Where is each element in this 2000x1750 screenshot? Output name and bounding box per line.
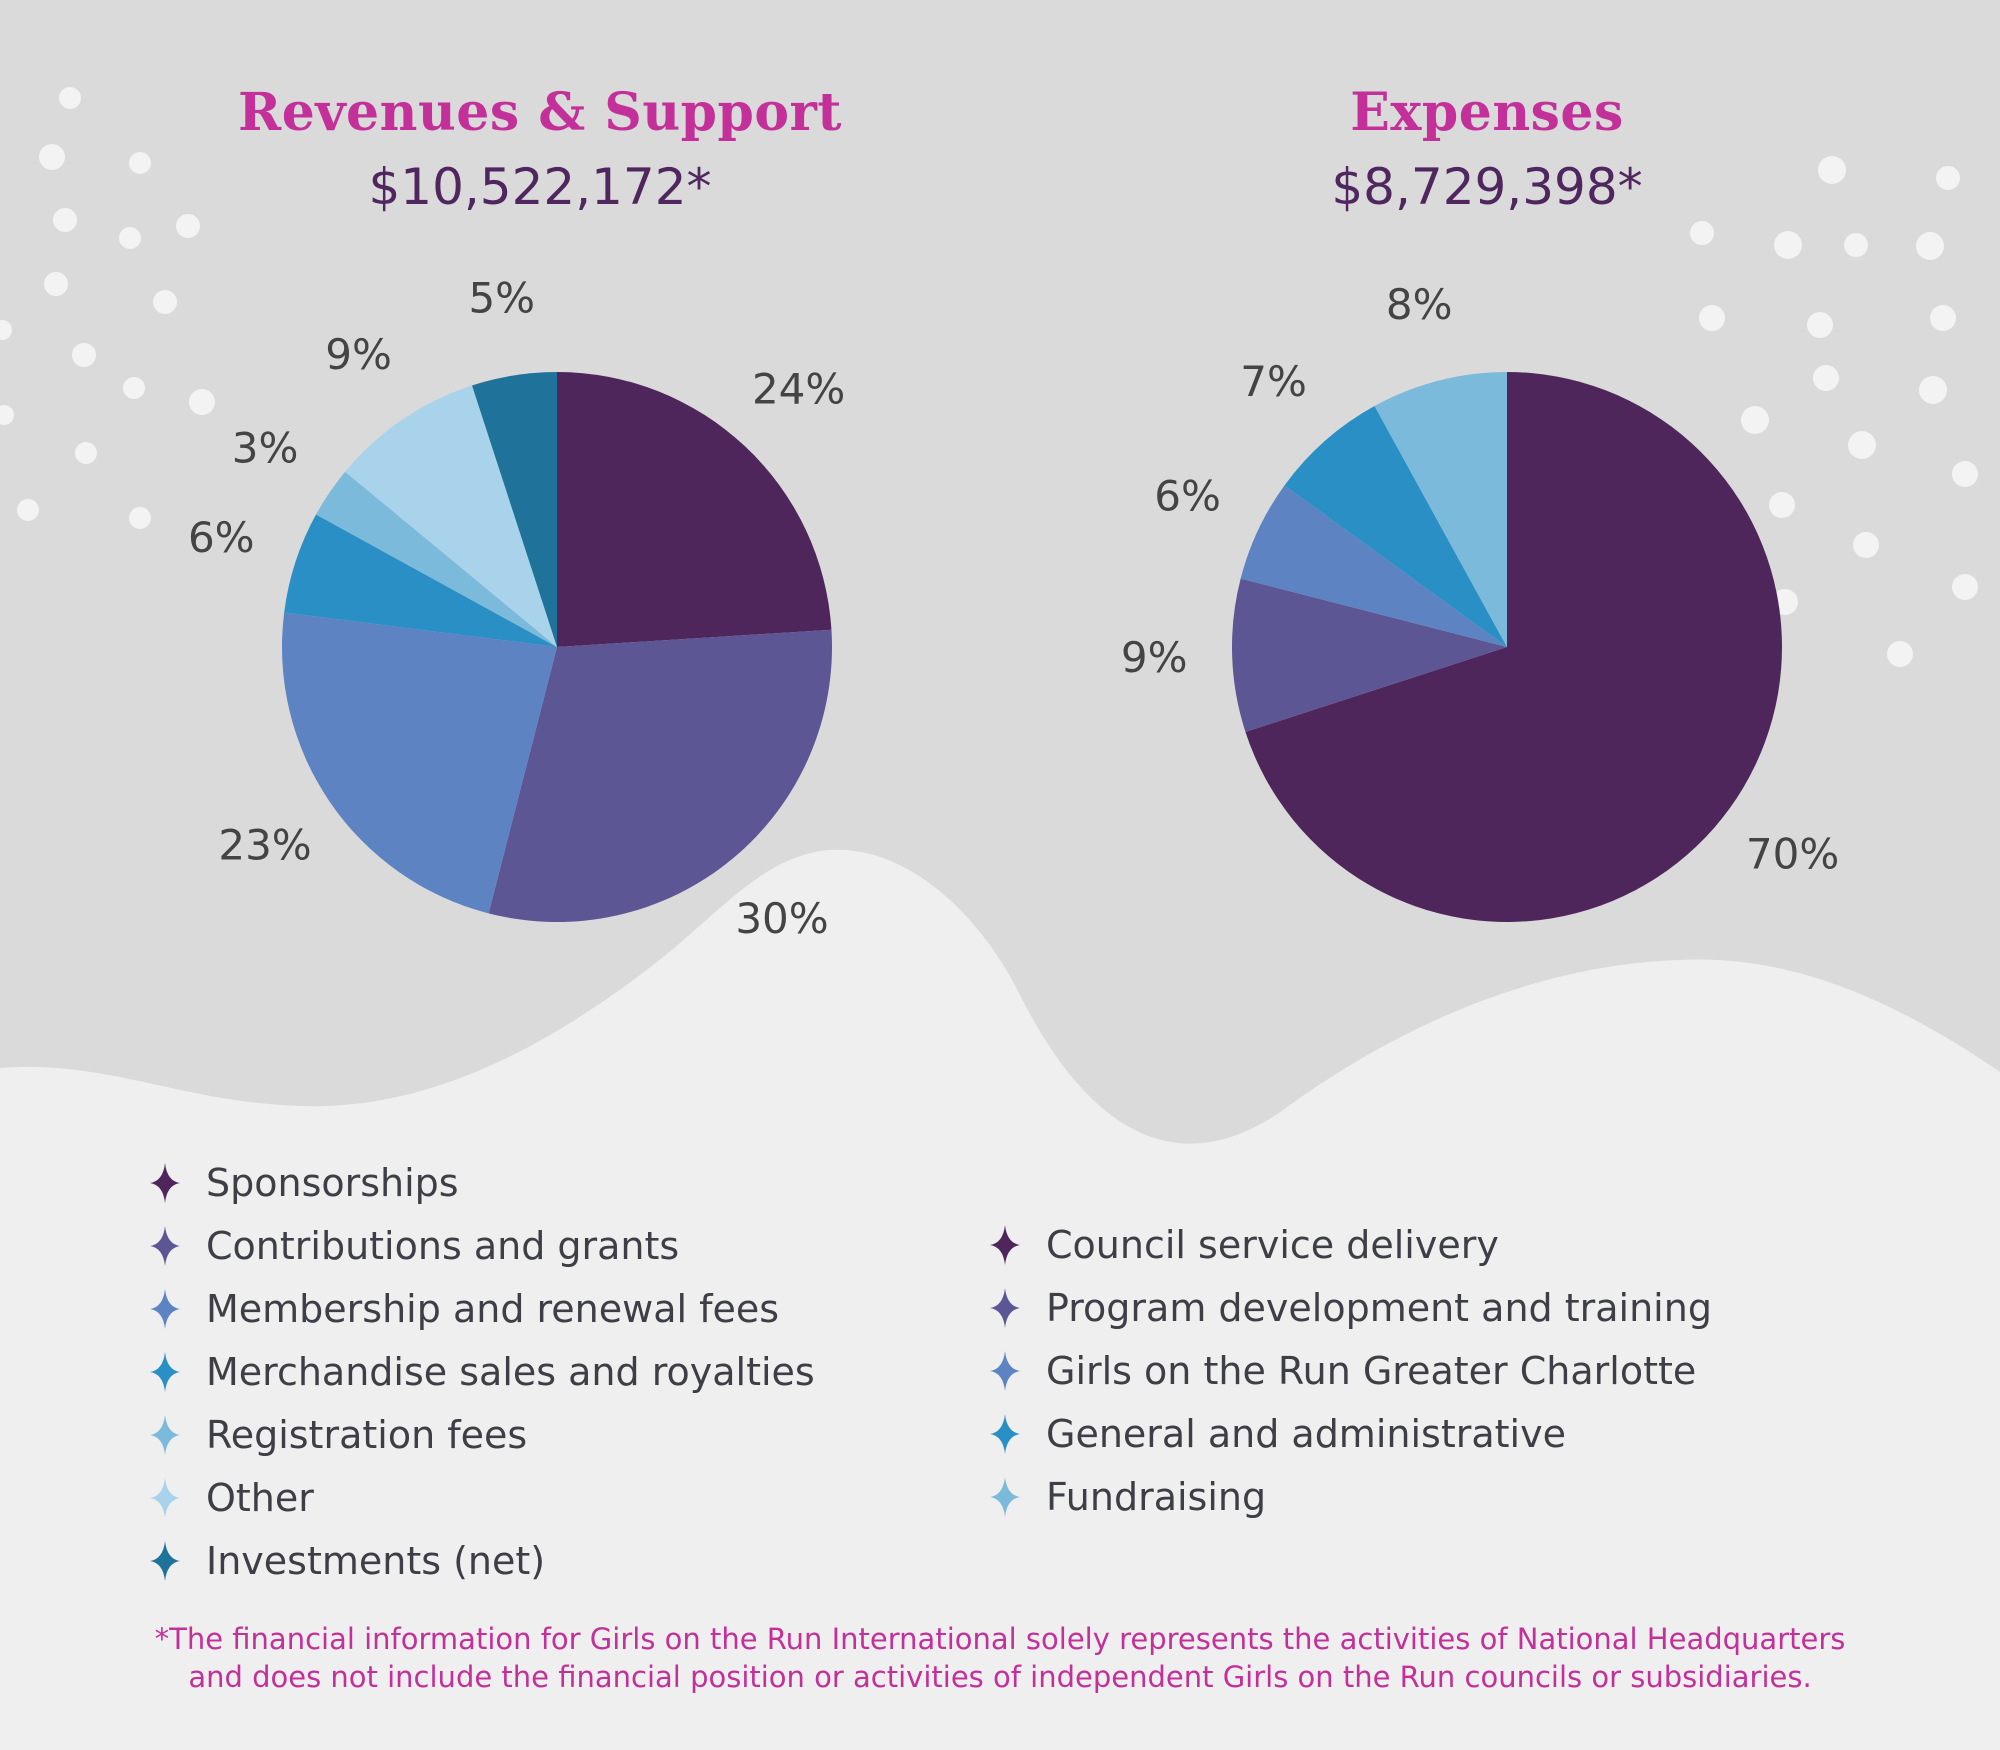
pie-label-registration-fees: 3% <box>232 424 299 473</box>
pie-label-investments-net: 5% <box>468 273 535 322</box>
expenses-pie-chart: 70% 9% 6% 7% 8% <box>1121 280 1839 923</box>
pie-label-merchandise-sales-and-royalties: 6% <box>188 513 255 562</box>
pie-label-program-development-and-training: 9% <box>1121 633 1188 682</box>
pie-label-fundraising: 8% <box>1386 280 1453 329</box>
pie-slice-contributions-and-grants <box>488 629 832 922</box>
pie-slice-registration-fees <box>316 471 557 647</box>
legend-label: Sponsorships <box>206 1160 459 1205</box>
four-point-star-icon <box>990 1413 1020 1454</box>
legend-label: Membership and renewal fees <box>206 1286 780 1331</box>
legend-item-sponsorships: Sponsorships <box>148 1151 815 1214</box>
pie-label-other: 9% <box>325 330 392 379</box>
legend-item-program-development-and-training: Program development and training <box>988 1276 1712 1339</box>
four-point-star-icon <box>150 1414 180 1455</box>
expenses-total: $8,729,398* <box>1331 158 1643 216</box>
four-point-star-icon <box>990 1476 1020 1517</box>
pie-label-girls-on-the-run-greater-charlotte: 6% <box>1154 472 1221 521</box>
pie-slice-investments-net <box>472 372 557 647</box>
legend-label: Merchandise sales and royalties <box>206 1349 815 1394</box>
four-point-star-icon <box>990 1350 1020 1391</box>
four-point-star-icon <box>150 1351 180 1392</box>
four-point-star-icon <box>150 1162 180 1203</box>
legend-item-investments-net: Investments (net) <box>148 1529 815 1592</box>
footnote: *The financial information for Girls on … <box>60 1620 1940 1696</box>
legend-label: Other <box>206 1475 314 1520</box>
four-point-star-icon <box>150 1288 180 1329</box>
pie-slice-program-development-and-training <box>1232 578 1507 732</box>
footnote-line-1: *The financial information for Girls on … <box>154 1622 1846 1656</box>
pie-label-contributions-and-grants: 30% <box>735 894 828 943</box>
legend-label: Program development and training <box>1046 1285 1712 1330</box>
pie-slice-girls-on-the-run-greater-charlotte <box>1240 485 1507 647</box>
pie-slice-general-and-administrative <box>1284 406 1507 647</box>
legend-item-girls-on-the-run-greater-charlotte: Girls on the Run Greater Charlotte <box>988 1339 1712 1402</box>
pie-label-sponsorships: 24% <box>752 365 845 414</box>
legend-item-registration-fees: Registration fees <box>148 1403 815 1466</box>
legend-item-general-and-administrative: General and administrative <box>988 1402 1712 1465</box>
legend-label: Girls on the Run Greater Charlotte <box>1046 1348 1697 1393</box>
legend-label: Registration fees <box>206 1412 528 1457</box>
pie-slice-fundraising <box>1374 372 1507 647</box>
revenues-legend: Sponsorships Contributions and grants Memb… <box>148 1151 815 1592</box>
pie-label-membership-and-renewal-fees: 23% <box>218 820 311 869</box>
revenues-pie-chart: 24% 30% 23% 6% 3% 9% 5% <box>188 273 845 943</box>
legend-item-contributions-and-grants: Contributions and grants <box>148 1214 815 1277</box>
legend-item-membership-and-renewal-fees: Membership and renewal fees <box>148 1277 815 1340</box>
revenues-title: Revenues & Support <box>238 82 842 143</box>
pie-slice-membership-and-renewal-fees <box>282 612 557 914</box>
legend-item-other: Other <box>148 1466 815 1529</box>
four-point-star-icon <box>990 1287 1020 1328</box>
legend-item-council-service-delivery: Council service delivery <box>988 1213 1712 1276</box>
pie-label-general-and-administrative: 7% <box>1240 357 1307 406</box>
pie-slice-other <box>345 385 557 647</box>
pie-label-council-service-delivery: 70% <box>1746 829 1839 878</box>
four-point-star-icon <box>150 1540 180 1581</box>
legend-label: Council service delivery <box>1046 1222 1499 1267</box>
legend-label: General and administrative <box>1046 1411 1566 1456</box>
pie-slice-sponsorships <box>557 372 832 647</box>
four-point-star-icon <box>150 1477 180 1518</box>
legend-item-fundraising: Fundraising <box>988 1465 1712 1528</box>
legend-label: Fundraising <box>1046 1474 1267 1519</box>
revenues-total: $10,522,172* <box>368 158 712 216</box>
legend-label: Investments (net) <box>206 1538 546 1583</box>
four-point-star-icon <box>990 1224 1020 1265</box>
four-point-star-icon <box>150 1225 180 1266</box>
expenses-legend: Council service delivery Program developm… <box>988 1213 1712 1528</box>
footnote-line-2: and does not include the financial posit… <box>188 1660 1812 1694</box>
legend-item-merchandise-sales-and-royalties: Merchandise sales and royalties <box>148 1340 815 1403</box>
pie-slice-merchandise-sales-and-royalties <box>284 514 557 647</box>
pie-slice-council-service-delivery <box>1245 372 1782 923</box>
expenses-title: Expenses <box>1350 82 1624 143</box>
legend-label: Contributions and grants <box>206 1223 680 1268</box>
